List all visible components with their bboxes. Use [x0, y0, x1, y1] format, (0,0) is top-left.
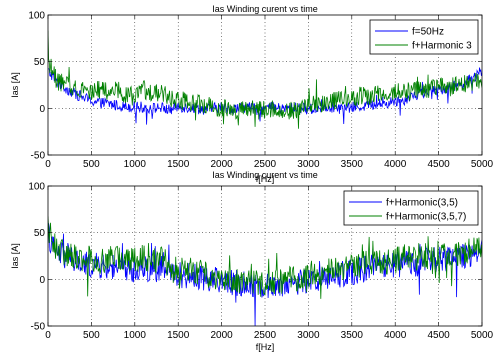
- series-lines: [48, 30, 482, 129]
- x-tick-label: 1000: [124, 159, 147, 170]
- legend-box: [369, 19, 479, 55]
- x-tick-label: 4000: [384, 159, 407, 170]
- x-tick-label: 1500: [167, 330, 190, 341]
- x-tick-label: 3000: [297, 330, 320, 341]
- x-tick-label: 3500: [341, 330, 364, 341]
- series-line-1: [48, 30, 482, 129]
- legend-label: f+Harmonic 3: [412, 41, 472, 52]
- x-tick-label: 500: [83, 330, 100, 341]
- x-tick-label: 4000: [384, 330, 407, 341]
- bottom-chart-panel: 0 500 1000 1500 2000 2500 3000 3500 4000 4500 5000…: [10, 170, 494, 352]
- legend-label: f+Harmonic(3,5,7): [386, 212, 466, 223]
- y-tick-label: 50: [34, 57, 46, 68]
- y-tick-label: 0: [39, 275, 45, 286]
- y-axis-label: Ias [A]: [10, 72, 20, 98]
- x-axis-label: f[Hz]: [256, 174, 275, 184]
- top-chart-panel: 0 500 1000 1500 2000 2500 3000 3500 4000 4500 5000…: [10, 4, 494, 184]
- legend: f=50Hz f+Harmonic 3: [369, 19, 479, 55]
- x-tick-label: 4500: [427, 159, 450, 170]
- y-tick-label: -50: [31, 151, 46, 162]
- chart-title: Ias Winding curent vs time: [212, 4, 318, 14]
- x-tick-label: 5000: [471, 330, 494, 341]
- x-tick-label: 1500: [167, 159, 190, 170]
- x-tick-label: 0: [45, 159, 51, 170]
- y-tick-label: 50: [34, 228, 46, 239]
- legend-box: [343, 190, 479, 226]
- x-tick-label: 1000: [124, 330, 147, 341]
- series-lines: [48, 216, 482, 326]
- chart-title: Ias Winding curent vs time: [212, 170, 318, 180]
- x-tick-label: 5000: [471, 159, 494, 170]
- y-tick-label: 0: [39, 104, 45, 115]
- x-tick-label: 4500: [427, 330, 450, 341]
- x-tick-label: 500: [83, 159, 100, 170]
- y-tick-label: 100: [28, 182, 45, 193]
- y-axis-label: Ias [A]: [10, 243, 20, 269]
- x-tick-label: 3000: [297, 159, 320, 170]
- y-tick-label: 100: [28, 11, 45, 22]
- x-tick-label: 2500: [254, 330, 277, 341]
- y-tick-label: -50: [31, 322, 46, 333]
- x-tick-label: 3500: [341, 159, 364, 170]
- series-line-1: [48, 216, 482, 299]
- legend-label: f=50Hz: [412, 27, 444, 38]
- x-axis-label: f[Hz]: [256, 342, 275, 352]
- x-tick-label: 2000: [210, 159, 233, 170]
- x-tick-label: 0: [45, 330, 51, 341]
- x-tick-label: 2500: [254, 159, 277, 170]
- x-tick-label: 2000: [210, 330, 233, 341]
- legend: f+Harmonic(3,5) f+Harmonic(3,5,7): [343, 190, 479, 226]
- legend-label: f+Harmonic(3,5): [386, 198, 458, 209]
